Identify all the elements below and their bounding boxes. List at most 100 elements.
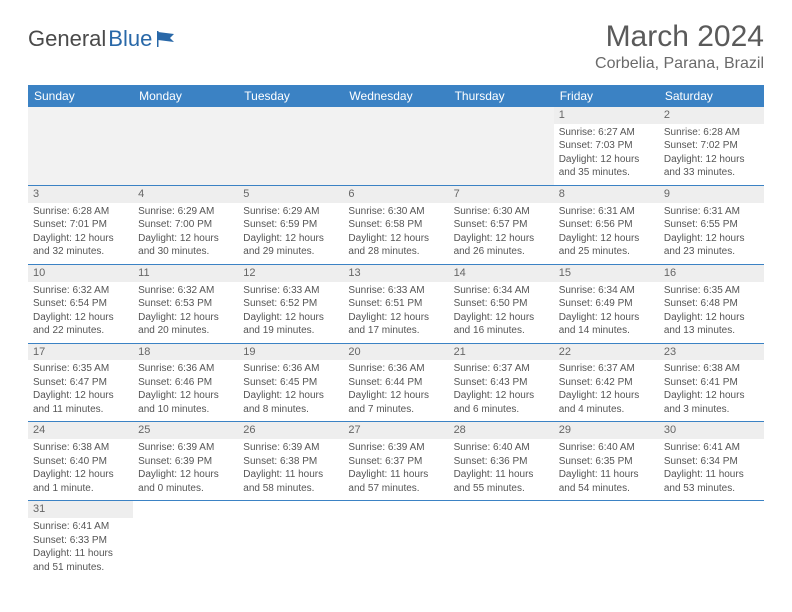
calendar-day-cell: 25Sunrise: 6:39 AMSunset: 6:39 PMDayligh…: [133, 422, 238, 501]
sunrise-text: Sunrise: 6:30 AM: [454, 205, 549, 219]
calendar-body: 1Sunrise: 6:27 AMSunset: 7:03 PMDaylight…: [28, 107, 764, 579]
sunset-text: Sunset: 6:44 PM: [348, 376, 443, 390]
daylight-text: and 30 minutes.: [138, 245, 233, 259]
daylight-text: Daylight: 12 hours: [664, 311, 759, 325]
sunrise-text: Sunrise: 6:31 AM: [559, 205, 654, 219]
daylight-text: and 6 minutes.: [454, 403, 549, 417]
daylight-text: and 22 minutes.: [33, 324, 128, 338]
day-number: 8: [554, 186, 659, 203]
daylight-text: Daylight: 11 hours: [243, 468, 338, 482]
sunrise-text: Sunrise: 6:37 AM: [559, 362, 654, 376]
daylight-text: Daylight: 12 hours: [33, 468, 128, 482]
calendar-table: Sunday Monday Tuesday Wednesday Thursday…: [28, 85, 764, 579]
calendar-day-cell: [449, 107, 554, 185]
sunrise-text: Sunrise: 6:28 AM: [33, 205, 128, 219]
day-number: 30: [659, 422, 764, 439]
logo-word-2: Blue: [108, 26, 152, 52]
day-number: 27: [343, 422, 448, 439]
sunrise-text: Sunrise: 6:32 AM: [33, 284, 128, 298]
daylight-text: Daylight: 11 hours: [33, 547, 128, 561]
calendar-day-cell: 10Sunrise: 6:32 AMSunset: 6:54 PMDayligh…: [28, 264, 133, 343]
daylight-text: Daylight: 12 hours: [348, 232, 443, 246]
flag-icon: [156, 30, 178, 48]
daylight-text: and 16 minutes.: [454, 324, 549, 338]
day-number: 4: [133, 186, 238, 203]
calendar-week-row: 31Sunrise: 6:41 AMSunset: 6:33 PMDayligh…: [28, 501, 764, 579]
page-header: GeneralBlue March 2024 Corbelia, Parana,…: [28, 20, 764, 73]
day-number: 13: [343, 265, 448, 282]
sunset-text: Sunset: 6:55 PM: [664, 218, 759, 232]
day-number: 14: [449, 265, 554, 282]
sunrise-text: Sunrise: 6:37 AM: [454, 362, 549, 376]
calendar-day-cell: 23Sunrise: 6:38 AMSunset: 6:41 PMDayligh…: [659, 343, 764, 422]
calendar-day-cell: 22Sunrise: 6:37 AMSunset: 6:42 PMDayligh…: [554, 343, 659, 422]
sunrise-text: Sunrise: 6:40 AM: [559, 441, 654, 455]
daylight-text: Daylight: 12 hours: [559, 311, 654, 325]
logo-word-1: General: [28, 26, 106, 52]
day-number: 7: [449, 186, 554, 203]
day-number: 15: [554, 265, 659, 282]
day-number: 11: [133, 265, 238, 282]
daylight-text: and 11 minutes.: [33, 403, 128, 417]
day-number: 9: [659, 186, 764, 203]
sunrise-text: Sunrise: 6:34 AM: [454, 284, 549, 298]
sunrise-text: Sunrise: 6:33 AM: [348, 284, 443, 298]
calendar-day-cell: [659, 501, 764, 579]
daylight-text: and 4 minutes.: [559, 403, 654, 417]
weekday-header-row: Sunday Monday Tuesday Wednesday Thursday…: [28, 85, 764, 107]
weekday-header: Saturday: [659, 85, 764, 107]
weekday-header: Wednesday: [343, 85, 448, 107]
calendar-day-cell: 1Sunrise: 6:27 AMSunset: 7:03 PMDaylight…: [554, 107, 659, 185]
calendar-day-cell: [238, 501, 343, 579]
daylight-text: and 8 minutes.: [243, 403, 338, 417]
calendar-day-cell: [343, 501, 448, 579]
daylight-text: and 13 minutes.: [664, 324, 759, 338]
daylight-text: Daylight: 12 hours: [559, 153, 654, 167]
calendar-day-cell: 24Sunrise: 6:38 AMSunset: 6:40 PMDayligh…: [28, 422, 133, 501]
sunrise-text: Sunrise: 6:39 AM: [348, 441, 443, 455]
daylight-text: Daylight: 12 hours: [138, 389, 233, 403]
calendar-day-cell: 15Sunrise: 6:34 AMSunset: 6:49 PMDayligh…: [554, 264, 659, 343]
sunrise-text: Sunrise: 6:36 AM: [138, 362, 233, 376]
day-number: 21: [449, 344, 554, 361]
calendar-day-cell: 21Sunrise: 6:37 AMSunset: 6:43 PMDayligh…: [449, 343, 554, 422]
daylight-text: and 53 minutes.: [664, 482, 759, 496]
weekday-header: Sunday: [28, 85, 133, 107]
day-number: 28: [449, 422, 554, 439]
day-number: 3: [28, 186, 133, 203]
daylight-text: Daylight: 12 hours: [33, 311, 128, 325]
daylight-text: Daylight: 12 hours: [348, 389, 443, 403]
daylight-text: Daylight: 11 hours: [559, 468, 654, 482]
calendar-day-cell: 5Sunrise: 6:29 AMSunset: 6:59 PMDaylight…: [238, 185, 343, 264]
daylight-text: Daylight: 12 hours: [243, 389, 338, 403]
daylight-text: and 57 minutes.: [348, 482, 443, 496]
calendar-week-row: 1Sunrise: 6:27 AMSunset: 7:03 PMDaylight…: [28, 107, 764, 185]
sunrise-text: Sunrise: 6:33 AM: [243, 284, 338, 298]
daylight-text: Daylight: 11 hours: [454, 468, 549, 482]
daylight-text: and 32 minutes.: [33, 245, 128, 259]
sunset-text: Sunset: 6:36 PM: [454, 455, 549, 469]
sunrise-text: Sunrise: 6:32 AM: [138, 284, 233, 298]
day-number: 25: [133, 422, 238, 439]
sunset-text: Sunset: 6:49 PM: [559, 297, 654, 311]
calendar-day-cell: 14Sunrise: 6:34 AMSunset: 6:50 PMDayligh…: [449, 264, 554, 343]
calendar-day-cell: 28Sunrise: 6:40 AMSunset: 6:36 PMDayligh…: [449, 422, 554, 501]
calendar-day-cell: [133, 107, 238, 185]
daylight-text: and 3 minutes.: [664, 403, 759, 417]
day-number: 10: [28, 265, 133, 282]
calendar-day-cell: 12Sunrise: 6:33 AMSunset: 6:52 PMDayligh…: [238, 264, 343, 343]
day-number: 18: [133, 344, 238, 361]
calendar-day-cell: 27Sunrise: 6:39 AMSunset: 6:37 PMDayligh…: [343, 422, 448, 501]
calendar-day-cell: 19Sunrise: 6:36 AMSunset: 6:45 PMDayligh…: [238, 343, 343, 422]
daylight-text: and 17 minutes.: [348, 324, 443, 338]
daylight-text: Daylight: 12 hours: [664, 153, 759, 167]
sunrise-text: Sunrise: 6:39 AM: [243, 441, 338, 455]
daylight-text: and 25 minutes.: [559, 245, 654, 259]
day-number: 2: [659, 107, 764, 124]
daylight-text: Daylight: 12 hours: [243, 232, 338, 246]
daylight-text: and 55 minutes.: [454, 482, 549, 496]
daylight-text: and 1 minute.: [33, 482, 128, 496]
calendar-day-cell: 13Sunrise: 6:33 AMSunset: 6:51 PMDayligh…: [343, 264, 448, 343]
daylight-text: and 51 minutes.: [33, 561, 128, 575]
day-number: 5: [238, 186, 343, 203]
